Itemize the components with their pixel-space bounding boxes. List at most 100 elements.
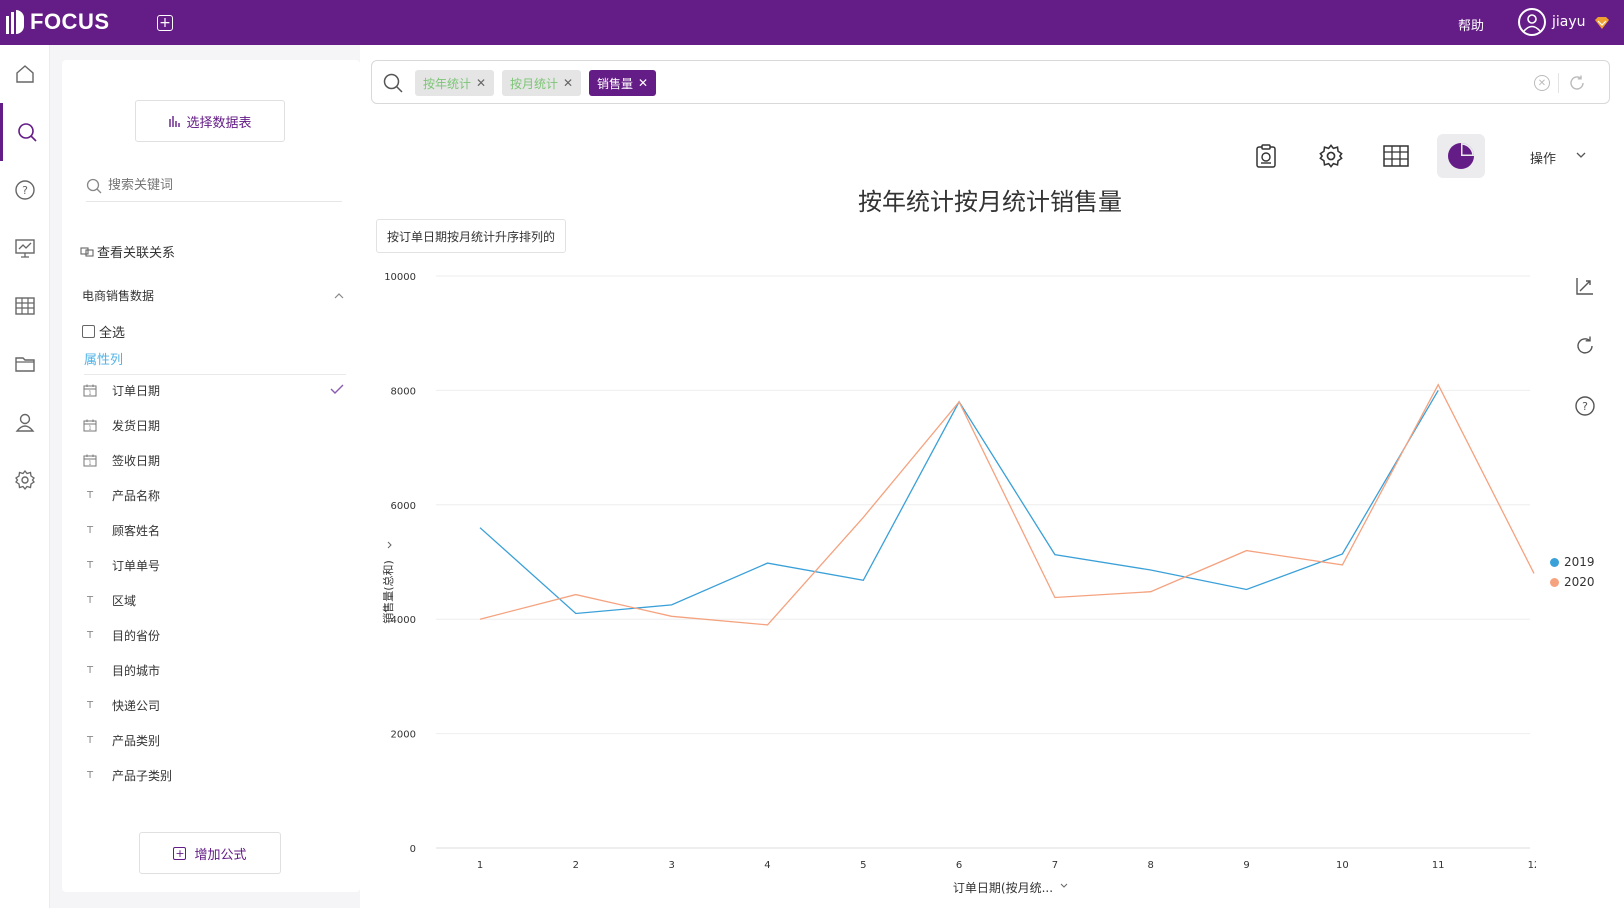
field-item[interactable]: T 顾客姓名	[82, 520, 344, 540]
field-item[interactable]: T 订单单号	[82, 555, 344, 575]
search-chip-year[interactable]: 按年统计 ✕	[415, 70, 495, 96]
field-item[interactable]: T 产品名称	[82, 485, 344, 505]
rotate-button[interactable]	[1570, 331, 1600, 361]
field-label: 产品子类别	[112, 768, 173, 783]
select-all-checkbox[interactable]: 全选	[82, 322, 125, 341]
rail-dashboard[interactable]	[0, 219, 50, 277]
svg-text:?: ?	[1582, 400, 1588, 413]
rail-user[interactable]	[0, 393, 50, 451]
select-table-button[interactable]: 选择数据表	[135, 100, 285, 142]
report-icon	[1256, 144, 1276, 168]
field-item[interactable]: T 产品类别	[82, 730, 344, 750]
select-all-label: 全选	[99, 326, 126, 341]
nav-rail: ?	[0, 45, 50, 908]
bar-chart-icon	[169, 116, 181, 127]
search-bar[interactable]: 按年统计 ✕ 按月统计 ✕ 销售量 ✕ ✕	[371, 60, 1610, 104]
help-icon: ?	[15, 180, 35, 200]
x-tick-label: 10	[1336, 860, 1349, 871]
field-label: 订单日期	[112, 383, 161, 398]
dataset-name: 电商销售数据	[82, 289, 155, 303]
chart-type-button[interactable]	[1437, 134, 1485, 178]
field-item[interactable]: T 产品子类别	[82, 765, 344, 785]
settings-button[interactable]	[1307, 134, 1355, 178]
attribute-header: 属性列	[84, 349, 346, 375]
field-item[interactable]: 1 发货日期	[82, 415, 344, 435]
field-item[interactable]: T 区域	[82, 590, 344, 610]
x-tick-label: 9	[1243, 860, 1249, 871]
close-icon[interactable]: ✕	[476, 76, 487, 90]
legend-item-2020[interactable]: 2020	[1550, 572, 1595, 592]
search-icon	[86, 178, 102, 193]
sort-description[interactable]: 按订单日期按月统计升序排列的	[376, 219, 567, 253]
x-tick-label: 3	[668, 860, 674, 871]
user-avatar-icon[interactable]	[1518, 8, 1546, 36]
operations-dropdown[interactable]: 操作	[1530, 152, 1557, 167]
chevron-up-icon[interactable]	[334, 292, 344, 299]
keyword-search-input[interactable]	[108, 178, 308, 193]
search-chip-month[interactable]: 按月统计 ✕	[502, 70, 582, 96]
add-formula-button[interactable]: + 增加公式	[139, 832, 281, 874]
calendar-icon: 1	[82, 454, 98, 467]
report-button[interactable]	[1242, 134, 1290, 178]
y-tick-label: 8000	[391, 386, 416, 397]
legend-label: 2020	[1564, 575, 1595, 589]
rail-folder[interactable]	[0, 335, 50, 393]
rail-settings[interactable]	[0, 451, 50, 509]
x-tick-label: 8	[1148, 860, 1154, 871]
gear-icon	[1319, 144, 1343, 168]
checkmark-icon	[330, 383, 344, 397]
field-item[interactable]: 1 签收日期	[82, 450, 344, 470]
legend-item-2019[interactable]: 2019	[1550, 552, 1595, 572]
checkbox-box[interactable]	[82, 325, 95, 338]
field-item[interactable]: T 快递公司	[82, 695, 344, 715]
field-label: 目的省份	[112, 628, 161, 643]
chart-help-button[interactable]: ?	[1570, 391, 1600, 421]
rail-home[interactable]	[0, 45, 50, 103]
y-tick-label: 4000	[391, 615, 416, 626]
series-line-2020	[479, 383, 1535, 626]
x-tick-label: 6	[956, 860, 962, 871]
field-item[interactable]: T 目的省份	[82, 625, 344, 645]
rail-search[interactable]	[0, 103, 50, 161]
link-icon	[80, 246, 94, 257]
axis-setting-button[interactable]	[1570, 271, 1600, 301]
x-axis-label: 订单日期(按月统...	[953, 881, 1053, 895]
table-view-button[interactable]	[1372, 134, 1420, 178]
help-icon: ?	[1575, 396, 1595, 416]
svg-text:1: 1	[88, 460, 91, 466]
dashboard-icon	[15, 239, 35, 258]
focus-logo[interactable]: FOCUS	[6, 9, 110, 35]
x-tick-label: 11	[1432, 860, 1445, 871]
clear-search-icon[interactable]: ✕	[1534, 75, 1550, 91]
legend-dot	[1550, 577, 1559, 587]
refresh-icon[interactable]	[1568, 74, 1586, 92]
dataset-header[interactable]: 电商销售数据	[82, 287, 344, 304]
field-item[interactable]: T 目的城市	[82, 660, 344, 680]
pie-chart-icon	[1448, 143, 1474, 169]
field-item[interactable]: 1 订单日期	[82, 380, 344, 400]
search-chip-sales[interactable]: 销售量 ✕	[589, 70, 657, 96]
rail-help[interactable]: ?	[0, 161, 50, 219]
close-icon[interactable]: ✕	[638, 76, 649, 90]
vip-icon	[1595, 17, 1609, 29]
help-link[interactable]: 帮助	[1458, 19, 1485, 34]
x-tick-label: 7	[1052, 860, 1058, 871]
data-panel: 选择数据表 查看关联关系 电商销售数据 全选 属性列 1 订单日期 1 发货日期 1 签收…	[62, 60, 360, 892]
chevron-down-icon[interactable]	[1576, 152, 1586, 158]
close-icon[interactable]: ✕	[563, 76, 574, 90]
text-type-icon: T	[86, 559, 94, 571]
add-tab-icon[interactable]: +	[157, 15, 173, 31]
username[interactable]: jiayu	[1552, 14, 1586, 30]
view-relations-link[interactable]: 查看关联关系	[80, 242, 175, 261]
table-icon	[15, 297, 35, 315]
y-tick-label: 2000	[391, 730, 416, 741]
divider	[1558, 73, 1559, 93]
text-type-icon: T	[86, 664, 94, 676]
text-type-icon: T	[86, 629, 94, 641]
field-label: 发货日期	[112, 418, 161, 433]
series-line-2019	[479, 390, 1439, 615]
view-relations-label: 查看关联关系	[97, 246, 176, 261]
rail-table[interactable]	[0, 277, 50, 335]
main-area	[360, 45, 1624, 908]
calendar-icon: 1	[82, 384, 98, 397]
